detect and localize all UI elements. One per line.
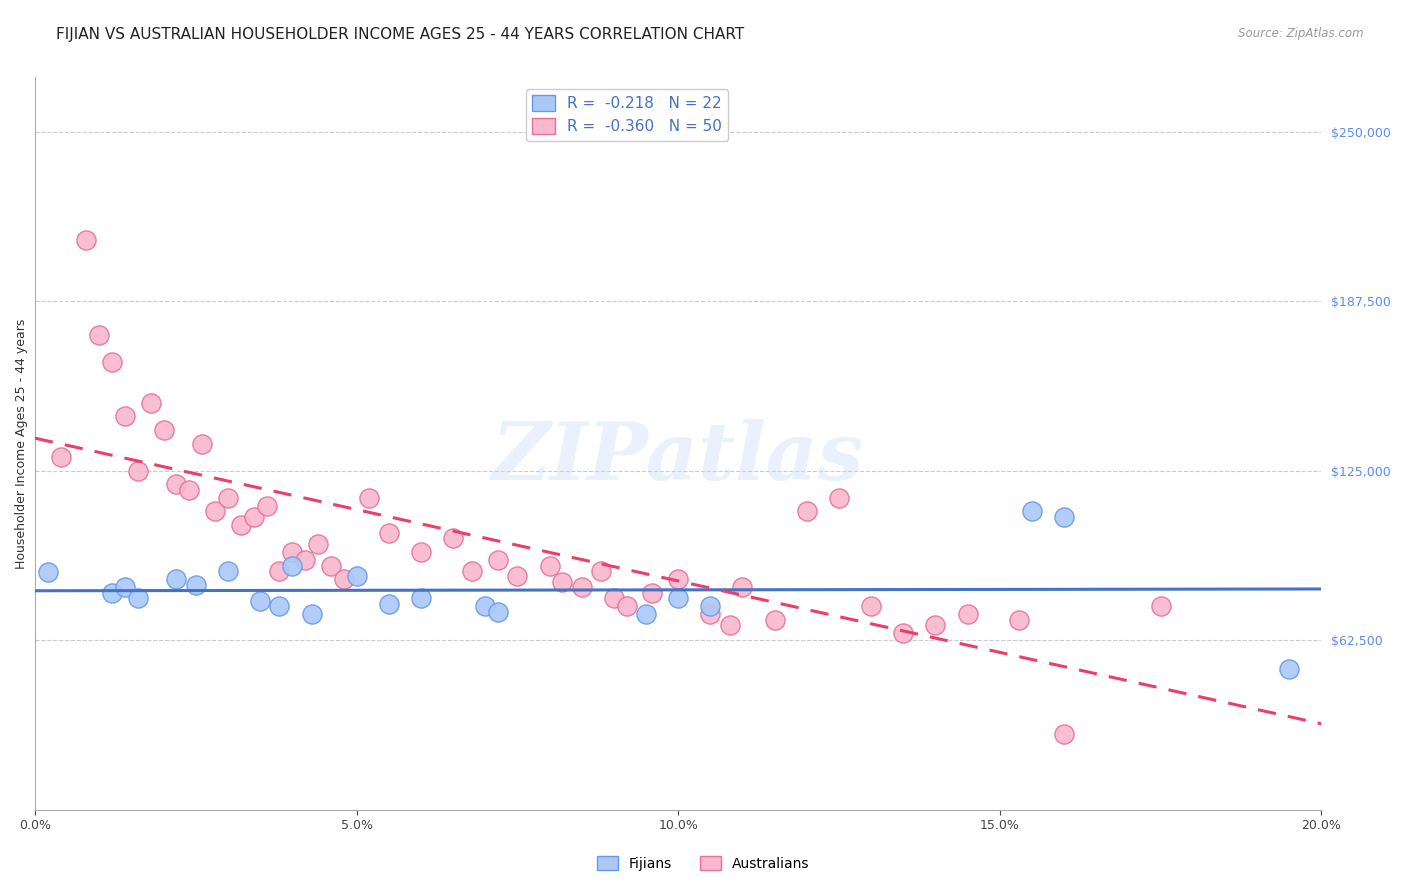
Point bbox=[796, 504, 818, 518]
Point bbox=[101, 585, 124, 599]
Text: ZIPatlas: ZIPatlas bbox=[492, 419, 865, 497]
Point bbox=[301, 607, 323, 622]
Point bbox=[571, 580, 593, 594]
Y-axis label: Householder Income Ages 25 - 44 years: Householder Income Ages 25 - 44 years bbox=[15, 318, 28, 569]
Point bbox=[699, 607, 721, 622]
Text: Source: ZipAtlas.com: Source: ZipAtlas.com bbox=[1239, 27, 1364, 40]
Point bbox=[409, 591, 432, 606]
Point bbox=[229, 517, 252, 532]
Point bbox=[359, 491, 381, 505]
Point bbox=[506, 569, 529, 583]
Point bbox=[474, 599, 496, 614]
Point bbox=[346, 569, 368, 583]
Point bbox=[332, 572, 354, 586]
Point bbox=[538, 558, 561, 573]
Point bbox=[269, 599, 291, 614]
Point bbox=[307, 537, 329, 551]
Point bbox=[924, 618, 946, 632]
Point bbox=[718, 618, 741, 632]
Point bbox=[589, 564, 612, 578]
Point bbox=[49, 450, 72, 464]
Point bbox=[603, 591, 626, 606]
Point bbox=[377, 526, 399, 541]
Point bbox=[166, 477, 188, 491]
Point bbox=[101, 355, 124, 369]
Point bbox=[461, 564, 484, 578]
Point bbox=[89, 328, 111, 343]
Point bbox=[763, 613, 786, 627]
Point bbox=[486, 605, 509, 619]
Point bbox=[217, 564, 239, 578]
Point bbox=[127, 464, 149, 478]
Point bbox=[409, 545, 432, 559]
Legend: R =  -0.218   N = 22, R =  -0.360   N = 50: R = -0.218 N = 22, R = -0.360 N = 50 bbox=[526, 88, 728, 141]
Point bbox=[1008, 613, 1031, 627]
Point bbox=[242, 509, 264, 524]
Point bbox=[256, 499, 278, 513]
Point bbox=[699, 599, 721, 614]
Point bbox=[114, 409, 136, 424]
Point bbox=[217, 491, 239, 505]
Point bbox=[828, 491, 851, 505]
Point bbox=[179, 483, 201, 497]
Point bbox=[1053, 727, 1076, 741]
Point bbox=[281, 545, 304, 559]
Point bbox=[319, 558, 342, 573]
Point bbox=[551, 574, 574, 589]
Point bbox=[204, 504, 226, 518]
Point bbox=[294, 553, 316, 567]
Point bbox=[860, 599, 883, 614]
Point bbox=[37, 566, 59, 580]
Point bbox=[891, 626, 914, 640]
Point bbox=[75, 233, 97, 247]
Point bbox=[152, 423, 174, 437]
Point bbox=[1278, 662, 1301, 676]
Point bbox=[281, 558, 304, 573]
Point bbox=[191, 436, 214, 450]
Point bbox=[486, 553, 509, 567]
Point bbox=[634, 607, 657, 622]
Point bbox=[1053, 509, 1076, 524]
Point bbox=[666, 591, 689, 606]
Point bbox=[184, 577, 207, 591]
Point bbox=[956, 607, 979, 622]
Point bbox=[641, 585, 664, 599]
Point bbox=[114, 580, 136, 594]
Point bbox=[666, 572, 689, 586]
Point bbox=[377, 597, 399, 611]
Point bbox=[249, 594, 271, 608]
Point bbox=[441, 532, 464, 546]
Point bbox=[269, 564, 291, 578]
Point bbox=[1021, 504, 1043, 518]
Point bbox=[127, 591, 149, 606]
Point bbox=[139, 396, 162, 410]
Legend: Fijians, Australians: Fijians, Australians bbox=[592, 850, 814, 876]
Point bbox=[166, 572, 188, 586]
Point bbox=[731, 580, 754, 594]
Point bbox=[1149, 599, 1171, 614]
Point bbox=[616, 599, 638, 614]
Text: FIJIAN VS AUSTRALIAN HOUSEHOLDER INCOME AGES 25 - 44 YEARS CORRELATION CHART: FIJIAN VS AUSTRALIAN HOUSEHOLDER INCOME … bbox=[56, 27, 745, 42]
